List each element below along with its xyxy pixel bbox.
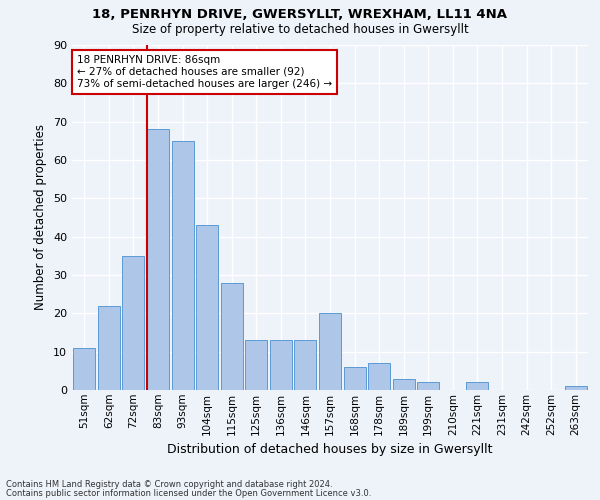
Bar <box>196 225 218 390</box>
Text: 18 PENRHYN DRIVE: 86sqm
← 27% of detached houses are smaller (92)
73% of semi-de: 18 PENRHYN DRIVE: 86sqm ← 27% of detache… <box>77 56 332 88</box>
Bar <box>466 382 488 390</box>
Bar <box>392 378 415 390</box>
Text: Size of property relative to detached houses in Gwersyllt: Size of property relative to detached ho… <box>131 22 469 36</box>
Bar <box>270 340 292 390</box>
Text: 18, PENRHYN DRIVE, GWERSYLLT, WREXHAM, LL11 4NA: 18, PENRHYN DRIVE, GWERSYLLT, WREXHAM, L… <box>92 8 508 20</box>
X-axis label: Distribution of detached houses by size in Gwersyllt: Distribution of detached houses by size … <box>167 443 493 456</box>
Bar <box>368 363 390 390</box>
Bar <box>319 314 341 390</box>
Bar <box>147 130 169 390</box>
Bar <box>565 386 587 390</box>
Y-axis label: Number of detached properties: Number of detached properties <box>34 124 47 310</box>
Text: Contains public sector information licensed under the Open Government Licence v3: Contains public sector information licen… <box>6 490 371 498</box>
Bar <box>98 306 120 390</box>
Bar <box>417 382 439 390</box>
Bar <box>122 256 145 390</box>
Bar <box>73 348 95 390</box>
Bar <box>172 141 194 390</box>
Bar <box>245 340 268 390</box>
Bar <box>344 367 365 390</box>
Text: Contains HM Land Registry data © Crown copyright and database right 2024.: Contains HM Land Registry data © Crown c… <box>6 480 332 489</box>
Bar <box>221 282 243 390</box>
Bar <box>295 340 316 390</box>
